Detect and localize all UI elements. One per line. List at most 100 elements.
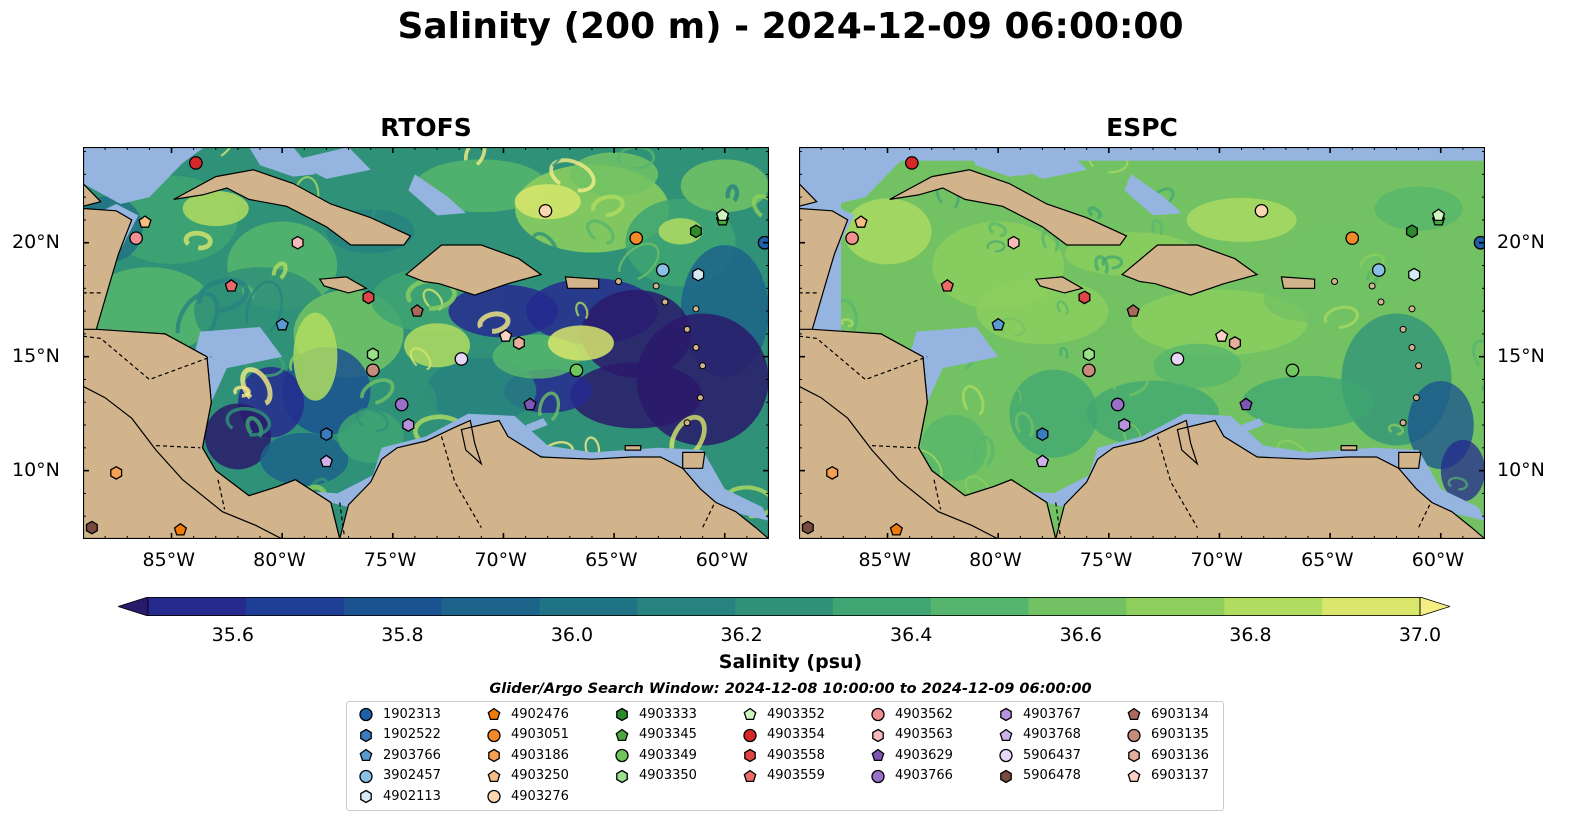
platform-marker-4903051 [629,231,644,246]
platform-marker-4903629 [1239,397,1253,411]
platform-marker-4903563 [291,235,304,250]
legend-label: 4903354 [767,727,825,743]
x-tick-label: 65°W [1301,549,1354,571]
legend-marker-icon [360,728,372,742]
legend-marker-icon [1000,769,1012,784]
legend-marker-icon [487,707,501,721]
colorbar-tick-label: 36.6 [1059,624,1102,646]
legend-item: 4902476 [486,704,569,724]
legend-label: 4903333 [639,706,697,722]
legend-label: 4903629 [895,747,953,763]
legend-label: 4903349 [639,747,697,763]
platform-marker-6903135 [366,363,380,378]
colorbar-tick-label: 35.8 [381,624,424,646]
platform-marker-4903276 [1254,203,1269,218]
colorbar-tick-label: 35.6 [211,624,254,646]
colorbar-segment [735,597,834,616]
legend-item: 4903559 [742,766,825,786]
platform-marker-3902457 [1371,263,1386,277]
legend-marker-icon [1000,707,1012,722]
legend-item: 6903135 [1126,725,1209,745]
legend-item: 4903629 [870,745,953,765]
legend-marker-icon [616,769,628,784]
legend-marker-icon [616,707,628,722]
map-panel-espc [799,147,1485,539]
legend-label: 4903558 [767,747,825,763]
platform-marker-4902476 [889,522,904,536]
legend-label: 4903767 [1023,706,1081,722]
y-tick-label-right: 15°N [1497,344,1545,367]
y-tick-label-left: 10°N [12,458,60,481]
platform-marker-4903766 [394,397,409,412]
platform-marker-4903563 [1007,235,1020,250]
colorbar-segment [1322,597,1421,616]
panel-title-espc: ESPC [1106,113,1178,142]
legend-marker-icon [360,790,372,804]
legend-item: 4903276 [486,786,569,806]
colorbar-tick-label: 36.0 [550,624,594,646]
legend-item: 3902457 [358,766,441,786]
platform-marker-6903136 [512,336,525,350]
colorbar-label: Salinity (psu) [718,651,863,673]
legend-label: 4902113 [383,788,441,804]
legend-item: 4903354 [742,725,825,745]
legend-item: 4903333 [614,704,697,724]
legend-label: 4902476 [511,706,569,722]
legend-item: 4903051 [486,725,569,745]
legend-item: 5906478 [998,766,1081,786]
platform-marker-5906478 [801,520,814,535]
platform-marker-1902522 [1036,427,1049,442]
legend-label: 1902522 [383,727,441,743]
colorbar-segment [343,597,443,616]
legend-label: 6903137 [1151,768,1209,784]
legend-label: 6903135 [1151,727,1209,743]
platform-marker-4903354 [189,156,203,170]
legend-item: 4903350 [614,766,697,786]
map-canvas-espc [799,147,1485,539]
colorbar-segment [539,597,638,616]
legend-item: 6903137 [1126,766,1209,786]
panel-title-rtofs: RTOFS [380,113,472,142]
platform-marker-3902457 [655,263,670,277]
x-tick-label: 65°W [585,549,638,571]
platform-marker-4903352 [1431,208,1446,222]
x-tick-label: 60°W [1411,549,1465,571]
legend-item: 4902113 [358,786,441,806]
platform-marker-6903137 [499,329,513,342]
x-tick-label: 70°W [474,549,527,571]
platform-marker-1902522 [320,427,333,442]
platform-marker-4903629 [523,397,537,411]
legend-marker-icon [743,769,757,782]
platform-marker-4903333 [1405,224,1418,239]
platform-marker-4903352 [715,208,730,222]
platform-marker-5906478 [85,520,98,535]
legend-marker-icon [744,748,756,763]
platform-marker-5906437 [454,352,469,366]
legend-marker-icon [871,748,885,762]
platform-legend: 1902313 1902522 2903766 3902457 4902113 49024… [346,701,1224,811]
platform-marker-4903186 [826,465,839,480]
legend-label: 6903134 [1151,706,1209,722]
colorbar-segment [441,597,540,616]
x-tick-label: 75°W [363,549,417,571]
y-tick-label-right: 20°N [1497,230,1545,253]
colorbar-segment [1028,597,1127,616]
legend-item: 4903563 [870,725,953,745]
platform-marker-4903768 [319,454,334,468]
platform-marker-4903558 [362,290,375,305]
legend-item: 4903767 [998,704,1081,724]
legend-label: 5906437 [1023,747,1081,763]
x-tick-label: 80°W [253,549,306,571]
legend-item: 1902313 [358,704,441,724]
colorbar-extend-low [116,596,149,617]
colorbar-segment [245,597,345,616]
colorbar-segment [637,597,736,616]
legend-marker-icon [1127,728,1141,742]
legend-label: 4903276 [511,788,569,804]
legend-marker-icon [871,769,885,783]
legend-marker-icon [999,728,1013,741]
legend-marker-icon [1127,707,1141,721]
colorbar-segment [930,597,1030,616]
colorbar-segment [148,597,247,616]
legend-item: 6903134 [1126,704,1209,724]
